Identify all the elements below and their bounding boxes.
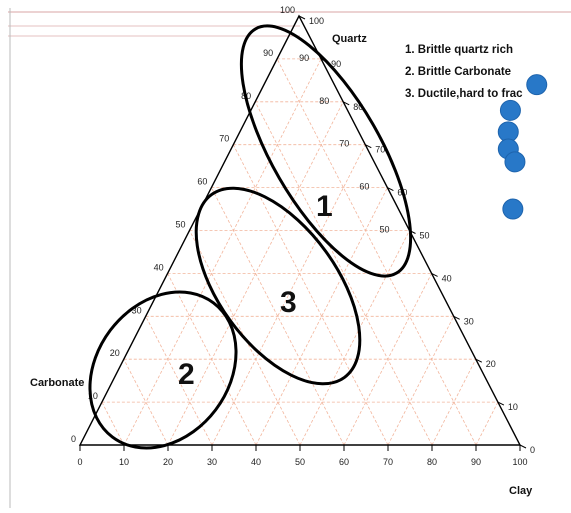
legend-item-1: 1. Brittle quartz rich xyxy=(405,44,513,56)
tick-label-inner: 50 xyxy=(380,225,390,235)
grid-line xyxy=(123,359,169,446)
tick-label-left: 0 xyxy=(71,434,76,444)
tick-mark xyxy=(497,401,505,406)
tick-mark xyxy=(342,101,350,106)
tick-label-left: 90 xyxy=(263,48,273,58)
tick-label-right: 50 xyxy=(420,231,430,241)
grid-line xyxy=(276,58,477,446)
legend: 1. Brittle quartz rich 2. Brittle Carbon… xyxy=(405,44,523,100)
grid-line xyxy=(123,58,322,446)
tick-label-right: 30 xyxy=(464,316,474,326)
axis-label-quartz: Quartz xyxy=(332,33,367,45)
tick-label-right: 80 xyxy=(353,102,363,112)
tick-label-bottom: 0 xyxy=(77,457,82,467)
tick-label-inner: 70 xyxy=(339,139,349,149)
tick-mark xyxy=(475,358,483,363)
tick-mark xyxy=(453,315,460,320)
axis-label-carbonate: Carbonate xyxy=(30,377,84,389)
triangle-frame xyxy=(78,14,527,451)
tick-label-bottom: 40 xyxy=(251,457,261,467)
data-point xyxy=(526,74,548,96)
tick-label-bottom: 10 xyxy=(119,457,129,467)
data-points xyxy=(497,74,548,220)
tick-label-left: 20 xyxy=(110,348,120,358)
grid-line xyxy=(167,273,257,446)
tick-label-bottom: 60 xyxy=(339,457,349,467)
tick-label-left: 70 xyxy=(219,134,229,144)
tick-mark xyxy=(519,444,527,449)
tick-label-right: 40 xyxy=(442,273,452,283)
tick-label-right: 90 xyxy=(331,59,341,69)
tick-label-bottom: 100 xyxy=(512,457,527,467)
zone-3-label: 3 xyxy=(280,286,297,319)
grid xyxy=(101,58,499,446)
axis-label-clay: Clay xyxy=(509,485,533,497)
tick-mark xyxy=(431,272,438,277)
grid-line xyxy=(387,316,455,446)
tick-label-right: 20 xyxy=(486,359,496,369)
zone-2-label: 2 xyxy=(178,358,195,391)
tick-label-bottom: 80 xyxy=(427,457,437,467)
tick-mark xyxy=(298,15,306,20)
tick-label-right: 100 xyxy=(309,16,324,26)
grid-line xyxy=(254,101,433,446)
zone-1-label: 1 xyxy=(316,190,333,223)
tick-label-right: 70 xyxy=(375,145,385,155)
tick-label-bottom: 90 xyxy=(471,457,481,467)
tick-label-bottom: 30 xyxy=(207,457,217,467)
data-point xyxy=(499,99,521,121)
data-point xyxy=(504,151,526,173)
grid-line xyxy=(343,273,432,446)
tick-mark xyxy=(387,187,394,192)
data-point xyxy=(502,198,524,220)
tick-label-bottom: 20 xyxy=(163,457,173,467)
grid-line xyxy=(145,316,213,446)
grid-line xyxy=(211,144,366,446)
grid-line xyxy=(101,401,125,446)
grid-line xyxy=(211,187,345,446)
grid-line xyxy=(475,401,499,446)
tick-mark xyxy=(365,144,372,149)
tick-label-bottom: 50 xyxy=(295,457,305,467)
tick-label-inner: 90 xyxy=(299,53,309,63)
tick-label-inner: 60 xyxy=(359,182,369,192)
zone-2-ellipse xyxy=(88,290,238,450)
tick-label-left: 30 xyxy=(132,305,142,315)
tick-label-right: 0 xyxy=(530,445,535,455)
legend-item-2: 2. Brittle Carbonate xyxy=(405,66,511,78)
legend-item-3: 3. Ductile,hard to frac xyxy=(405,88,523,100)
tick-label-left: 40 xyxy=(154,262,164,272)
tick-label-left: 60 xyxy=(197,177,207,187)
grid-line xyxy=(299,230,410,446)
grid-line xyxy=(431,359,477,446)
zone-3-ellipse xyxy=(194,186,362,386)
tick-label-left: 50 xyxy=(175,220,185,230)
zones xyxy=(88,24,413,450)
tick-label-inner: 80 xyxy=(319,96,329,106)
tick-label-left: 10 xyxy=(88,391,98,401)
tick-label-bottom: 70 xyxy=(383,457,393,467)
zone-1-ellipse xyxy=(239,24,413,278)
tick-label-left: 100 xyxy=(280,5,295,15)
tick-label-right: 10 xyxy=(508,402,518,412)
